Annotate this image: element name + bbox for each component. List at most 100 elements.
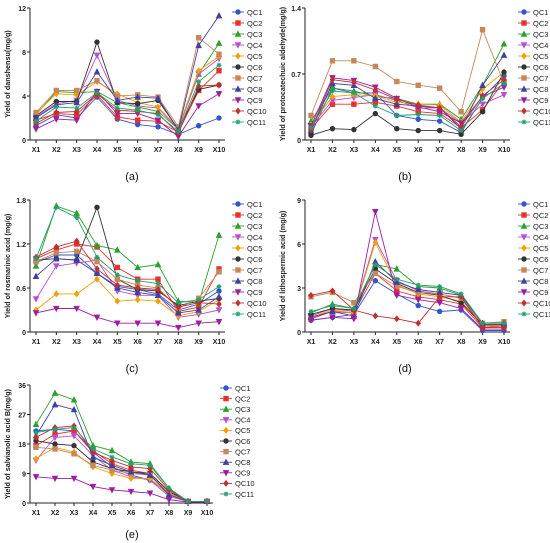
series-QC8 <box>32 401 211 505</box>
legend-marker <box>223 426 229 434</box>
data-point <box>135 107 141 113</box>
legend-label: QC4 <box>235 416 250 425</box>
data-point <box>51 434 59 442</box>
data-point <box>108 446 116 454</box>
y-tick-label: 27 <box>18 413 26 420</box>
data-point <box>94 39 100 45</box>
data-point <box>114 297 121 305</box>
series-QC10 <box>308 287 507 332</box>
data-point <box>155 124 161 130</box>
data-point <box>196 79 202 85</box>
legend-marker <box>521 311 527 317</box>
data-point <box>415 82 421 89</box>
legend-marker <box>520 42 528 49</box>
data-point <box>185 498 191 504</box>
data-point <box>134 263 141 271</box>
legend-marker <box>521 212 527 218</box>
data-point <box>308 132 314 138</box>
series-QC8 <box>32 255 223 316</box>
data-point <box>414 297 422 304</box>
x-tick-label: X10 <box>498 339 511 346</box>
series-line <box>310 83 505 132</box>
data-point <box>436 293 443 301</box>
data-point <box>53 305 60 313</box>
legend-marker <box>521 20 527 26</box>
data-point <box>155 281 161 286</box>
y-tick-label: 0.7 <box>291 72 301 79</box>
series-line <box>35 435 207 502</box>
data-point <box>215 231 223 238</box>
legend-label: QC5 <box>235 426 250 435</box>
legend-label: QC4 <box>533 41 548 50</box>
legend-marker <box>520 277 528 284</box>
legend-marker <box>222 458 230 465</box>
x-tick-label: X6 <box>414 147 423 154</box>
legend-marker <box>520 222 528 229</box>
series-QC7 <box>33 34 222 130</box>
legend-label: QC3 <box>247 222 262 231</box>
data-point <box>329 125 336 132</box>
data-point <box>70 405 78 413</box>
data-point <box>71 442 77 449</box>
x-tick-label: X1 <box>307 339 316 346</box>
series-line <box>310 71 505 126</box>
x-tick-label: X5 <box>392 147 401 154</box>
data-point <box>195 122 202 129</box>
legend-marker <box>520 97 528 104</box>
legend-label: QC5 <box>533 52 548 61</box>
series-QC7 <box>308 26 507 119</box>
y-tick-label: 9 <box>22 472 26 479</box>
data-point <box>372 239 379 247</box>
series-QC11 <box>33 425 210 504</box>
series-line <box>310 290 504 329</box>
y-tick-label: 0 <box>22 501 26 508</box>
x-tick-label: X1 <box>32 510 41 517</box>
data-point <box>166 485 172 491</box>
y-axis-label: Yield of danshensu(mg/g) <box>3 30 12 118</box>
data-point <box>329 93 336 101</box>
series-line <box>35 56 220 129</box>
y-axis-label: Yield of protocatechuic aldehyde(mg/g) <box>278 6 287 141</box>
legend-marker <box>235 52 241 60</box>
y-tick-label: 0 <box>297 330 301 337</box>
x-tick-label: X10 <box>498 147 511 154</box>
data-point <box>73 237 80 245</box>
series-QC1 <box>33 426 210 505</box>
legend-label: QC7 <box>533 266 548 275</box>
data-point <box>89 453 97 460</box>
legend-marker <box>521 119 527 125</box>
series-QC10 <box>33 422 210 505</box>
data-point <box>134 93 141 100</box>
data-point <box>53 255 60 262</box>
data-point <box>393 292 401 299</box>
x-tick-label: X6 <box>133 339 142 346</box>
series-line <box>35 259 220 318</box>
series-line <box>310 272 505 324</box>
data-point <box>74 215 80 220</box>
legend-label: QC2 <box>533 211 548 220</box>
data-point <box>53 250 60 256</box>
legend-label: QC2 <box>235 394 250 403</box>
series-line <box>35 440 207 502</box>
legend-marker <box>521 299 527 307</box>
data-point <box>114 96 121 104</box>
data-point <box>51 475 59 483</box>
data-point <box>73 91 80 99</box>
legend-label: QC6 <box>247 255 262 264</box>
data-point <box>394 276 400 282</box>
data-point <box>128 461 134 467</box>
data-point <box>415 282 421 288</box>
data-point <box>71 451 77 457</box>
data-point <box>351 90 357 96</box>
data-point <box>195 34 202 41</box>
series-QC5 <box>308 68 507 129</box>
legend-marker <box>223 395 229 402</box>
x-tick-label: X7 <box>154 147 163 154</box>
data-point <box>33 256 39 262</box>
data-point <box>109 467 115 473</box>
legend-marker <box>222 405 230 412</box>
x-tick-label: X1 <box>32 147 41 154</box>
data-point <box>372 270 379 277</box>
legend-label: QC9 <box>247 96 262 105</box>
data-point <box>70 433 78 440</box>
